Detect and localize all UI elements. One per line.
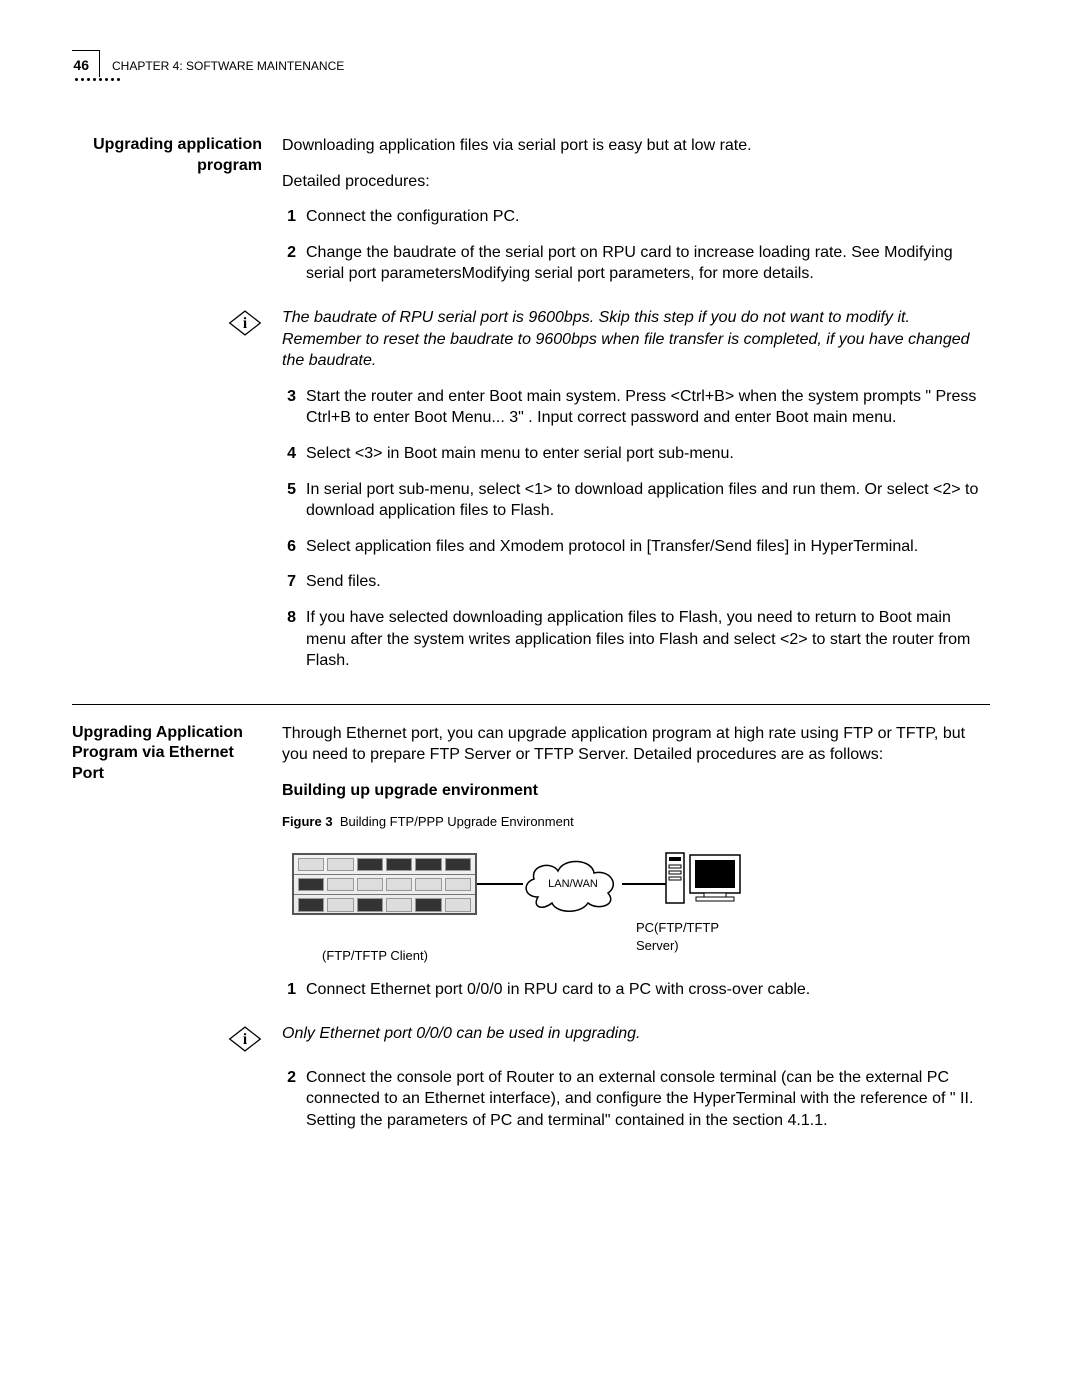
figure-label: Figure 3 bbox=[282, 814, 333, 829]
info-text: The baudrate of RPU serial port is 9600b… bbox=[282, 307, 990, 372]
pc-icon bbox=[664, 847, 744, 911]
step-list-1b: 3Start the router and enter Boot main sy… bbox=[282, 386, 990, 672]
svg-text:i: i bbox=[243, 1031, 248, 1048]
page-number: 46 bbox=[73, 57, 89, 73]
section-body: Downloading application files via serial… bbox=[282, 135, 990, 299]
chapter-label: CHAPTER 4: SOFTWARE MAINTENANCE bbox=[112, 50, 344, 73]
step-text: Connect the configuration PC. bbox=[306, 206, 990, 228]
info-icon: i bbox=[228, 309, 262, 337]
section-body: Through Ethernet port, you can upgrade a… bbox=[282, 723, 990, 1015]
connection-line bbox=[622, 883, 666, 885]
figure-caption-text: Building FTP/PPP Upgrade Environment bbox=[340, 814, 574, 829]
list-item: 1Connect the configuration PC. bbox=[282, 206, 990, 228]
section-steps-2b: 2Connect the console port of Router to a… bbox=[72, 1067, 990, 1146]
page-header: 46 CHAPTER 4: SOFTWARE MAINTENANCE bbox=[72, 50, 990, 77]
list-item: 2Connect the console port of Router to a… bbox=[282, 1067, 990, 1132]
section-divider bbox=[72, 704, 990, 705]
info-note-1: i The baudrate of RPU serial port is 960… bbox=[72, 307, 990, 372]
decorative-dots bbox=[75, 78, 120, 81]
section-title-l2: program bbox=[72, 156, 262, 177]
step-list-1a: 1Connect the configuration PC. 2Change t… bbox=[282, 206, 990, 285]
page-content: Upgrading application program Downloadin… bbox=[72, 135, 990, 1145]
step-text: If you have selected downloading applica… bbox=[306, 607, 990, 672]
step-text: Send files. bbox=[306, 571, 990, 593]
list-item: 4Select <3> in Boot main menu to enter s… bbox=[282, 443, 990, 465]
section-upgrading-ethernet: Upgrading Application Program via Ethern… bbox=[72, 723, 990, 1015]
connection-line bbox=[477, 883, 523, 885]
step-text: Connect the console port of Router to an… bbox=[306, 1067, 990, 1132]
intro-para: Through Ethernet port, you can upgrade a… bbox=[282, 723, 990, 766]
cloud-label: LAN/WAN bbox=[538, 877, 608, 892]
document-page: 46 CHAPTER 4: SOFTWARE MAINTENANCE Upgra… bbox=[0, 0, 1080, 1203]
step-text: Connect Ethernet port 0/0/0 in RPU card … bbox=[306, 979, 990, 1001]
list-item: 7Send files. bbox=[282, 571, 990, 593]
info-icon: i bbox=[228, 1025, 262, 1053]
step-text: Change the baudrate of the serial port o… bbox=[306, 242, 990, 285]
info-note-2: i Only Ethernet port 0/0/0 can be used i… bbox=[72, 1023, 990, 1053]
step-text: Select <3> in Boot main menu to enter se… bbox=[306, 443, 990, 465]
list-item: 3Start the router and enter Boot main sy… bbox=[282, 386, 990, 429]
pc-caption: PC(FTP/TFTP Server) bbox=[636, 919, 762, 954]
page-number-box: 46 bbox=[72, 50, 100, 77]
router-icon bbox=[292, 853, 477, 915]
step-list-2b: 2Connect the console port of Router to a… bbox=[282, 1067, 990, 1132]
router-caption: (FTP/TFTP Client) bbox=[322, 947, 428, 965]
network-diagram: LAN/WAN (FTP/TFTP Client) PC(F bbox=[282, 841, 762, 971]
detailed-label: Detailed procedures: bbox=[282, 171, 990, 193]
step-list-2a: 1Connect Ethernet port 0/0/0 in RPU card… bbox=[282, 979, 990, 1001]
section-title: Upgrading application program bbox=[72, 135, 262, 177]
step-text: In serial port sub-menu, select <1> to d… bbox=[306, 479, 990, 522]
list-item: 2Change the baudrate of the serial port … bbox=[282, 242, 990, 285]
section-title: Upgrading Application Program via Ethern… bbox=[72, 723, 262, 785]
list-item: 5In serial port sub-menu, select <1> to … bbox=[282, 479, 990, 522]
info-text: Only Ethernet port 0/0/0 can be used in … bbox=[282, 1023, 990, 1045]
svg-text:i: i bbox=[243, 315, 248, 332]
list-item: 6Select application files and Xmodem pro… bbox=[282, 536, 990, 558]
section-title-l1: Upgrading application bbox=[72, 135, 262, 156]
intro-para: Downloading application files via serial… bbox=[282, 135, 990, 157]
step-text: Select application files and Xmodem prot… bbox=[306, 536, 990, 558]
list-item: 1Connect Ethernet port 0/0/0 in RPU card… bbox=[282, 979, 990, 1001]
section-steps-continued: 3Start the router and enter Boot main sy… bbox=[72, 386, 990, 686]
subheading: Building up upgrade environment bbox=[282, 780, 990, 802]
list-item: 8If you have selected downloading applic… bbox=[282, 607, 990, 672]
section-upgrading-serial: Upgrading application program Downloadin… bbox=[72, 135, 990, 299]
step-text: Start the router and enter Boot main sys… bbox=[306, 386, 990, 429]
figure-caption: Figure 3 Building FTP/PPP Upgrade Enviro… bbox=[282, 813, 990, 831]
